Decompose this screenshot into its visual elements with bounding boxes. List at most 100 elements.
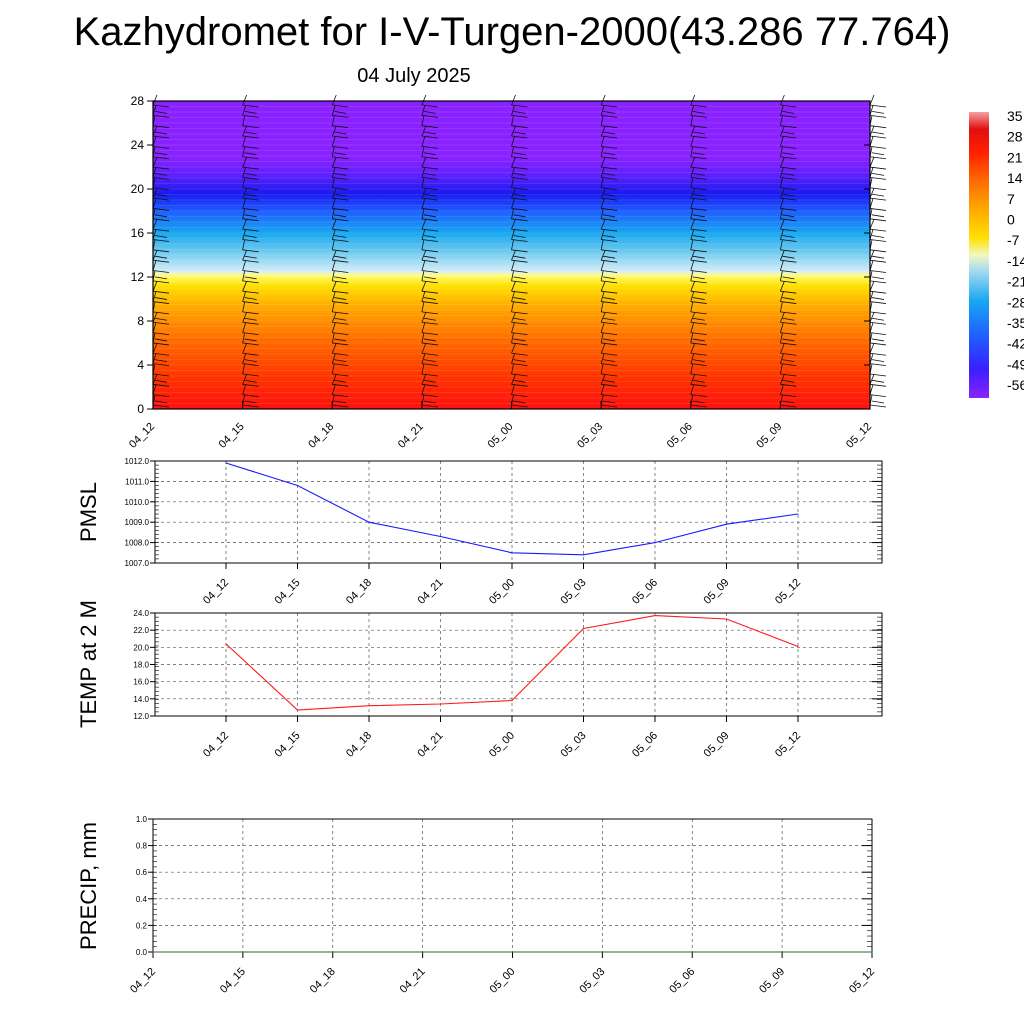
wind-barb bbox=[331, 374, 349, 387]
wind-barb bbox=[779, 198, 797, 211]
barb-flag bbox=[332, 177, 349, 180]
barb-flag bbox=[154, 110, 168, 114]
barb-flag bbox=[332, 114, 349, 118]
barb-flag bbox=[332, 394, 349, 398]
wind-barb bbox=[511, 218, 528, 232]
barb-flag bbox=[511, 311, 528, 315]
barb-flag bbox=[421, 135, 438, 139]
barb-flag bbox=[242, 166, 259, 170]
barb-staff bbox=[421, 384, 426, 395]
barb-flag bbox=[780, 404, 797, 408]
barb-flag bbox=[332, 156, 349, 160]
barb-flag bbox=[871, 131, 885, 135]
x-tick-label: 05_09 bbox=[754, 421, 784, 451]
barb-flag bbox=[421, 114, 438, 118]
wind-barb bbox=[242, 270, 259, 284]
x-tick-label: 04_12 bbox=[128, 966, 158, 996]
barb-staff bbox=[331, 291, 336, 302]
wind-barb bbox=[511, 208, 528, 222]
barb-flag bbox=[513, 214, 526, 218]
barb-flag bbox=[154, 235, 168, 238]
wind-barb bbox=[511, 239, 528, 253]
barb-flag bbox=[780, 394, 797, 398]
barb-flag bbox=[242, 125, 259, 129]
barb-flag bbox=[242, 363, 259, 367]
colorbar-label: 14 bbox=[1007, 170, 1023, 186]
barb-flag bbox=[690, 156, 707, 160]
wind-barb bbox=[242, 363, 259, 377]
barb-flag bbox=[692, 400, 705, 404]
wind-barb bbox=[331, 229, 349, 242]
wind-barb bbox=[331, 291, 349, 304]
barb-flag bbox=[603, 110, 616, 114]
wind-barb bbox=[600, 281, 618, 294]
barb-staff bbox=[421, 374, 427, 385]
barb-staff bbox=[600, 167, 605, 178]
barb-staff bbox=[152, 94, 158, 106]
wind-barb bbox=[600, 363, 618, 377]
barb-staff bbox=[421, 291, 426, 302]
barb-flag bbox=[869, 125, 887, 129]
barb-flag bbox=[780, 125, 797, 129]
data-point bbox=[654, 542, 656, 544]
barb-staff bbox=[421, 343, 427, 354]
wind-barb bbox=[242, 94, 259, 108]
barb-flag bbox=[244, 235, 257, 238]
barb-flag bbox=[332, 363, 349, 367]
barb-staff bbox=[511, 187, 516, 199]
wind-barb bbox=[869, 208, 887, 222]
barb-flag bbox=[871, 379, 885, 383]
barb-staff bbox=[690, 198, 695, 209]
data-point bbox=[225, 462, 227, 464]
barb-flag bbox=[334, 214, 347, 218]
y-tick-label: 16 bbox=[131, 226, 145, 240]
wind-barb bbox=[869, 343, 887, 356]
barb-flag bbox=[871, 173, 885, 176]
barb-staff bbox=[690, 260, 695, 271]
barb-flag bbox=[152, 114, 170, 118]
wind-barb bbox=[869, 260, 887, 273]
barb-flag bbox=[152, 187, 170, 191]
barb-staff bbox=[421, 301, 425, 312]
barb-flag bbox=[511, 394, 528, 398]
wind-barb bbox=[690, 218, 707, 232]
colorbar-label: -56 bbox=[1007, 377, 1024, 393]
barb-flag bbox=[242, 383, 259, 387]
barb-flag bbox=[334, 131, 347, 135]
barb-flag bbox=[242, 332, 259, 335]
barb-flag bbox=[242, 321, 259, 325]
barb-flag bbox=[513, 193, 526, 197]
wind-barb bbox=[331, 136, 349, 149]
x-tick-label: 04_18 bbox=[344, 730, 374, 760]
barb-staff bbox=[152, 281, 158, 292]
barb-staff bbox=[600, 363, 604, 375]
barb-staff bbox=[779, 239, 783, 250]
barb-flag bbox=[782, 359, 795, 363]
barb-staff bbox=[421, 167, 426, 178]
barb-staff bbox=[242, 136, 247, 147]
wind-barb bbox=[779, 332, 797, 346]
wind-barb bbox=[600, 384, 618, 398]
wind-barb bbox=[421, 332, 438, 346]
wind-barb bbox=[690, 363, 707, 377]
wind-barb bbox=[511, 250, 528, 263]
barb-staff bbox=[690, 270, 694, 281]
barb-staff bbox=[511, 281, 516, 292]
barb-flag bbox=[690, 342, 707, 346]
barb-flag bbox=[421, 259, 438, 263]
panel-frame bbox=[154, 460, 883, 564]
barb-flag bbox=[242, 104, 259, 108]
wind-barb bbox=[780, 312, 797, 325]
barb-flag bbox=[332, 280, 349, 284]
wind-barb bbox=[242, 187, 259, 201]
wind-barb bbox=[511, 229, 528, 242]
y-tick-label: 1010.0 bbox=[125, 498, 150, 507]
barb-staff bbox=[331, 250, 337, 261]
barb-flag bbox=[421, 218, 438, 222]
barb-flag bbox=[332, 228, 349, 232]
barb-flag bbox=[871, 110, 885, 114]
barb-flag bbox=[780, 145, 797, 149]
wind-barb bbox=[511, 125, 528, 139]
barb-staff bbox=[511, 105, 515, 116]
barb-flag bbox=[690, 197, 707, 201]
